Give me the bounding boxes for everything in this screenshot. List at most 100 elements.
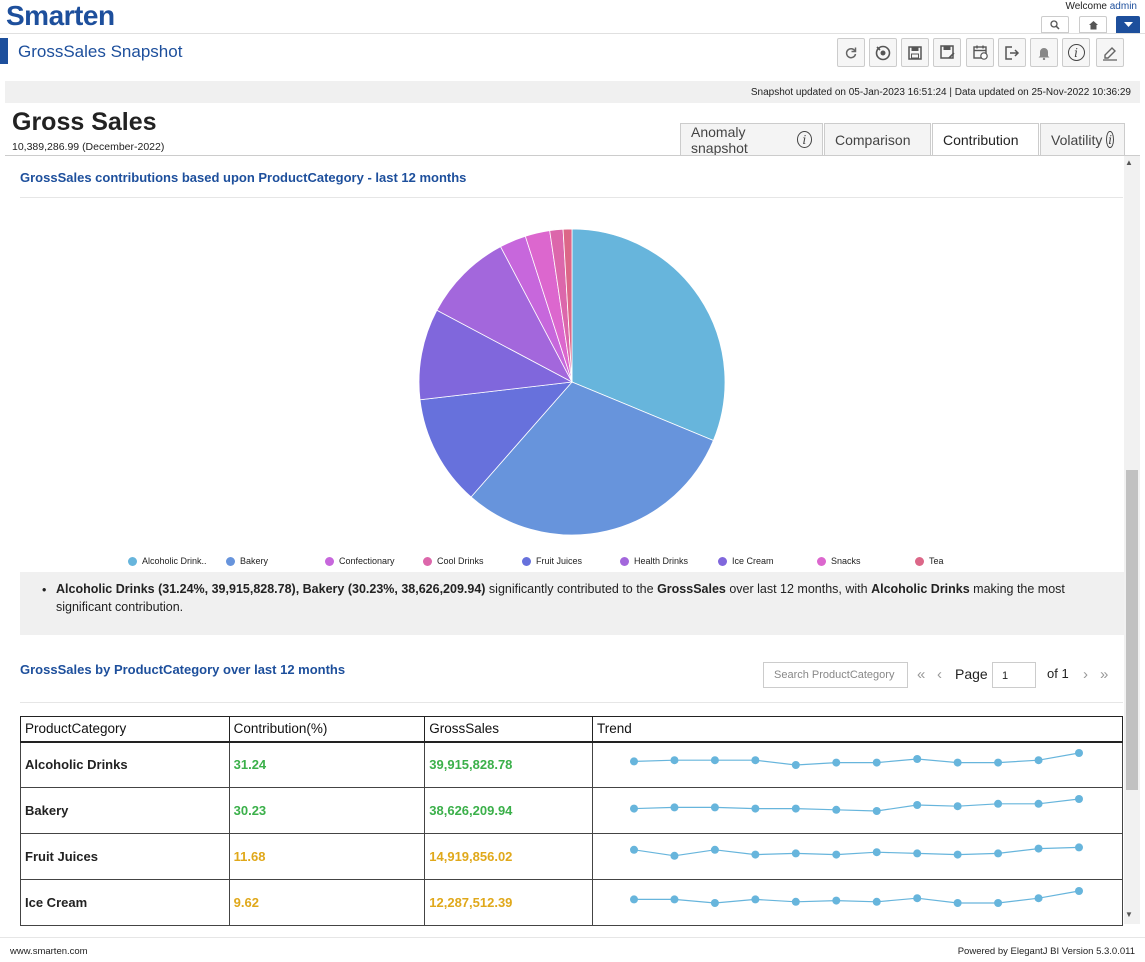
trend-point[interactable] bbox=[751, 804, 760, 813]
trend-point[interactable] bbox=[953, 802, 962, 811]
trend-point[interactable] bbox=[953, 899, 962, 907]
trend-point[interactable] bbox=[994, 799, 1003, 808]
pie-slice-ice-cream[interactable] bbox=[418, 309, 574, 401]
trend-point[interactable] bbox=[953, 758, 962, 767]
trend-point[interactable] bbox=[832, 758, 841, 767]
column-header-contribution[interactable]: Contribution(%) bbox=[228, 716, 426, 742]
trend-point[interactable] bbox=[953, 850, 962, 859]
trend-point[interactable] bbox=[629, 804, 638, 813]
trend-point[interactable] bbox=[832, 896, 841, 905]
trend-point[interactable] bbox=[872, 848, 881, 857]
grosssales-cell: 39,915,828.78 bbox=[424, 741, 593, 788]
link-button[interactable] bbox=[869, 38, 897, 67]
trend-point[interactable] bbox=[872, 807, 881, 815]
legend-item[interactable]: Snacks bbox=[817, 556, 861, 566]
pie-slice-health-drinks[interactable] bbox=[436, 246, 573, 383]
table-row[interactable]: Ice Cream 9.62 12,287,512.39 bbox=[20, 879, 1124, 926]
legend-item[interactable]: Fruit Juices bbox=[522, 556, 582, 566]
trend-point[interactable] bbox=[629, 845, 638, 854]
refresh-button[interactable] bbox=[837, 38, 865, 67]
scrollbar-thumb[interactable] bbox=[1126, 470, 1138, 790]
legend-item[interactable]: Ice Cream bbox=[718, 556, 774, 566]
legend-item[interactable]: Tea bbox=[915, 556, 944, 566]
trend-point[interactable] bbox=[1034, 894, 1043, 903]
trend-point[interactable] bbox=[670, 756, 679, 765]
trend-point[interactable] bbox=[629, 757, 638, 766]
trend-point[interactable] bbox=[872, 897, 881, 906]
tab-volatility[interactable]: Volatility i bbox=[1040, 123, 1125, 156]
edit-button[interactable] bbox=[1096, 38, 1124, 67]
trend-point[interactable] bbox=[1034, 756, 1043, 765]
footer-site-link[interactable]: www.smarten.com bbox=[10, 946, 88, 957]
trend-point[interactable] bbox=[832, 805, 841, 814]
trend-point[interactable] bbox=[913, 801, 922, 809]
export-button[interactable] bbox=[998, 38, 1026, 67]
trend-point[interactable] bbox=[872, 758, 881, 767]
username-link[interactable]: admin bbox=[1109, 1, 1137, 12]
trend-point[interactable] bbox=[791, 761, 800, 770]
column-header-trend[interactable]: Trend bbox=[591, 716, 1124, 742]
page-number-input[interactable]: 1 bbox=[992, 662, 1036, 688]
trend-point[interactable] bbox=[629, 895, 638, 904]
table-row[interactable]: Bakery 30.23 38,626,209.94 bbox=[20, 787, 1124, 834]
trend-point[interactable] bbox=[1074, 795, 1083, 803]
table-row[interactable]: Fruit Juices 11.68 14,919,856.02 bbox=[20, 833, 1124, 880]
trend-point[interactable] bbox=[670, 851, 679, 860]
trend-point[interactable] bbox=[1034, 844, 1043, 853]
pie-slice-bakery[interactable] bbox=[470, 381, 714, 536]
user-menu-button[interactable] bbox=[1116, 16, 1140, 33]
trend-point[interactable] bbox=[913, 894, 922, 903]
legend-item[interactable]: Cool Drinks bbox=[423, 556, 484, 566]
trend-point[interactable] bbox=[710, 803, 719, 812]
scroll-down-arrow-icon[interactable]: ▼ bbox=[1125, 910, 1133, 919]
tab-anomaly-snapshot[interactable]: Anomaly snapshot i bbox=[680, 123, 823, 156]
search-productcategory-input[interactable]: Search ProductCategory bbox=[763, 662, 908, 688]
next-page-icon[interactable]: › bbox=[1083, 666, 1088, 683]
trend-point[interactable] bbox=[710, 845, 719, 854]
trend-point[interactable] bbox=[751, 756, 760, 765]
last-page-icon[interactable]: » bbox=[1100, 666, 1109, 683]
schedule-button[interactable] bbox=[966, 38, 994, 67]
legend-item[interactable]: Alcoholic Drink.. bbox=[128, 556, 207, 566]
trend-point[interactable] bbox=[994, 758, 1003, 767]
trend-point[interactable] bbox=[791, 897, 800, 906]
legend-item[interactable]: Confectionary bbox=[325, 556, 395, 566]
tab-contribution[interactable]: Contribution bbox=[932, 123, 1039, 156]
pie-slice-tea[interactable] bbox=[562, 228, 573, 383]
save-as-button[interactable] bbox=[933, 38, 961, 67]
save-button[interactable] bbox=[901, 38, 929, 67]
search-button[interactable] bbox=[1041, 16, 1069, 33]
column-header-grosssales[interactable]: GrossSales bbox=[424, 716, 593, 742]
trend-point[interactable] bbox=[913, 849, 922, 858]
trend-point[interactable] bbox=[670, 895, 679, 904]
trend-point[interactable] bbox=[751, 850, 760, 859]
info-button[interactable]: i bbox=[1062, 38, 1090, 67]
trend-point[interactable] bbox=[832, 850, 841, 859]
trend-point[interactable] bbox=[1074, 843, 1083, 852]
trend-point[interactable] bbox=[1074, 887, 1083, 895]
trend-point[interactable] bbox=[913, 755, 922, 764]
tab-comparison[interactable]: Comparison bbox=[824, 123, 931, 156]
legend-item[interactable]: Bakery bbox=[226, 556, 268, 566]
home-button[interactable] bbox=[1079, 16, 1107, 33]
trend-point[interactable] bbox=[791, 804, 800, 813]
trend-point[interactable] bbox=[791, 849, 800, 858]
legend-label: Snacks bbox=[831, 556, 861, 566]
alerts-button[interactable] bbox=[1030, 38, 1058, 67]
legend-item[interactable]: Health Drinks bbox=[620, 556, 688, 566]
trend-point[interactable] bbox=[994, 849, 1003, 858]
pie-slice-alcoholic-drinks[interactable] bbox=[571, 228, 726, 441]
prev-page-icon[interactable]: ‹ bbox=[937, 666, 942, 683]
trend-point[interactable] bbox=[994, 899, 1003, 907]
trend-point[interactable] bbox=[1074, 749, 1083, 758]
trend-point[interactable] bbox=[710, 756, 719, 765]
first-page-icon[interactable]: « bbox=[917, 666, 926, 683]
table-row[interactable]: Alcoholic Drinks 31.24 39,915,828.78 bbox=[20, 741, 1124, 788]
scroll-up-arrow-icon[interactable]: ▲ bbox=[1125, 158, 1133, 167]
trend-point[interactable] bbox=[1034, 799, 1043, 808]
column-header-productcategory[interactable]: ProductCategory bbox=[20, 716, 230, 742]
pie-slice-fruit-juices[interactable] bbox=[419, 381, 573, 498]
trend-point[interactable] bbox=[670, 803, 679, 812]
trend-point[interactable] bbox=[710, 899, 719, 907]
trend-point[interactable] bbox=[751, 895, 760, 904]
